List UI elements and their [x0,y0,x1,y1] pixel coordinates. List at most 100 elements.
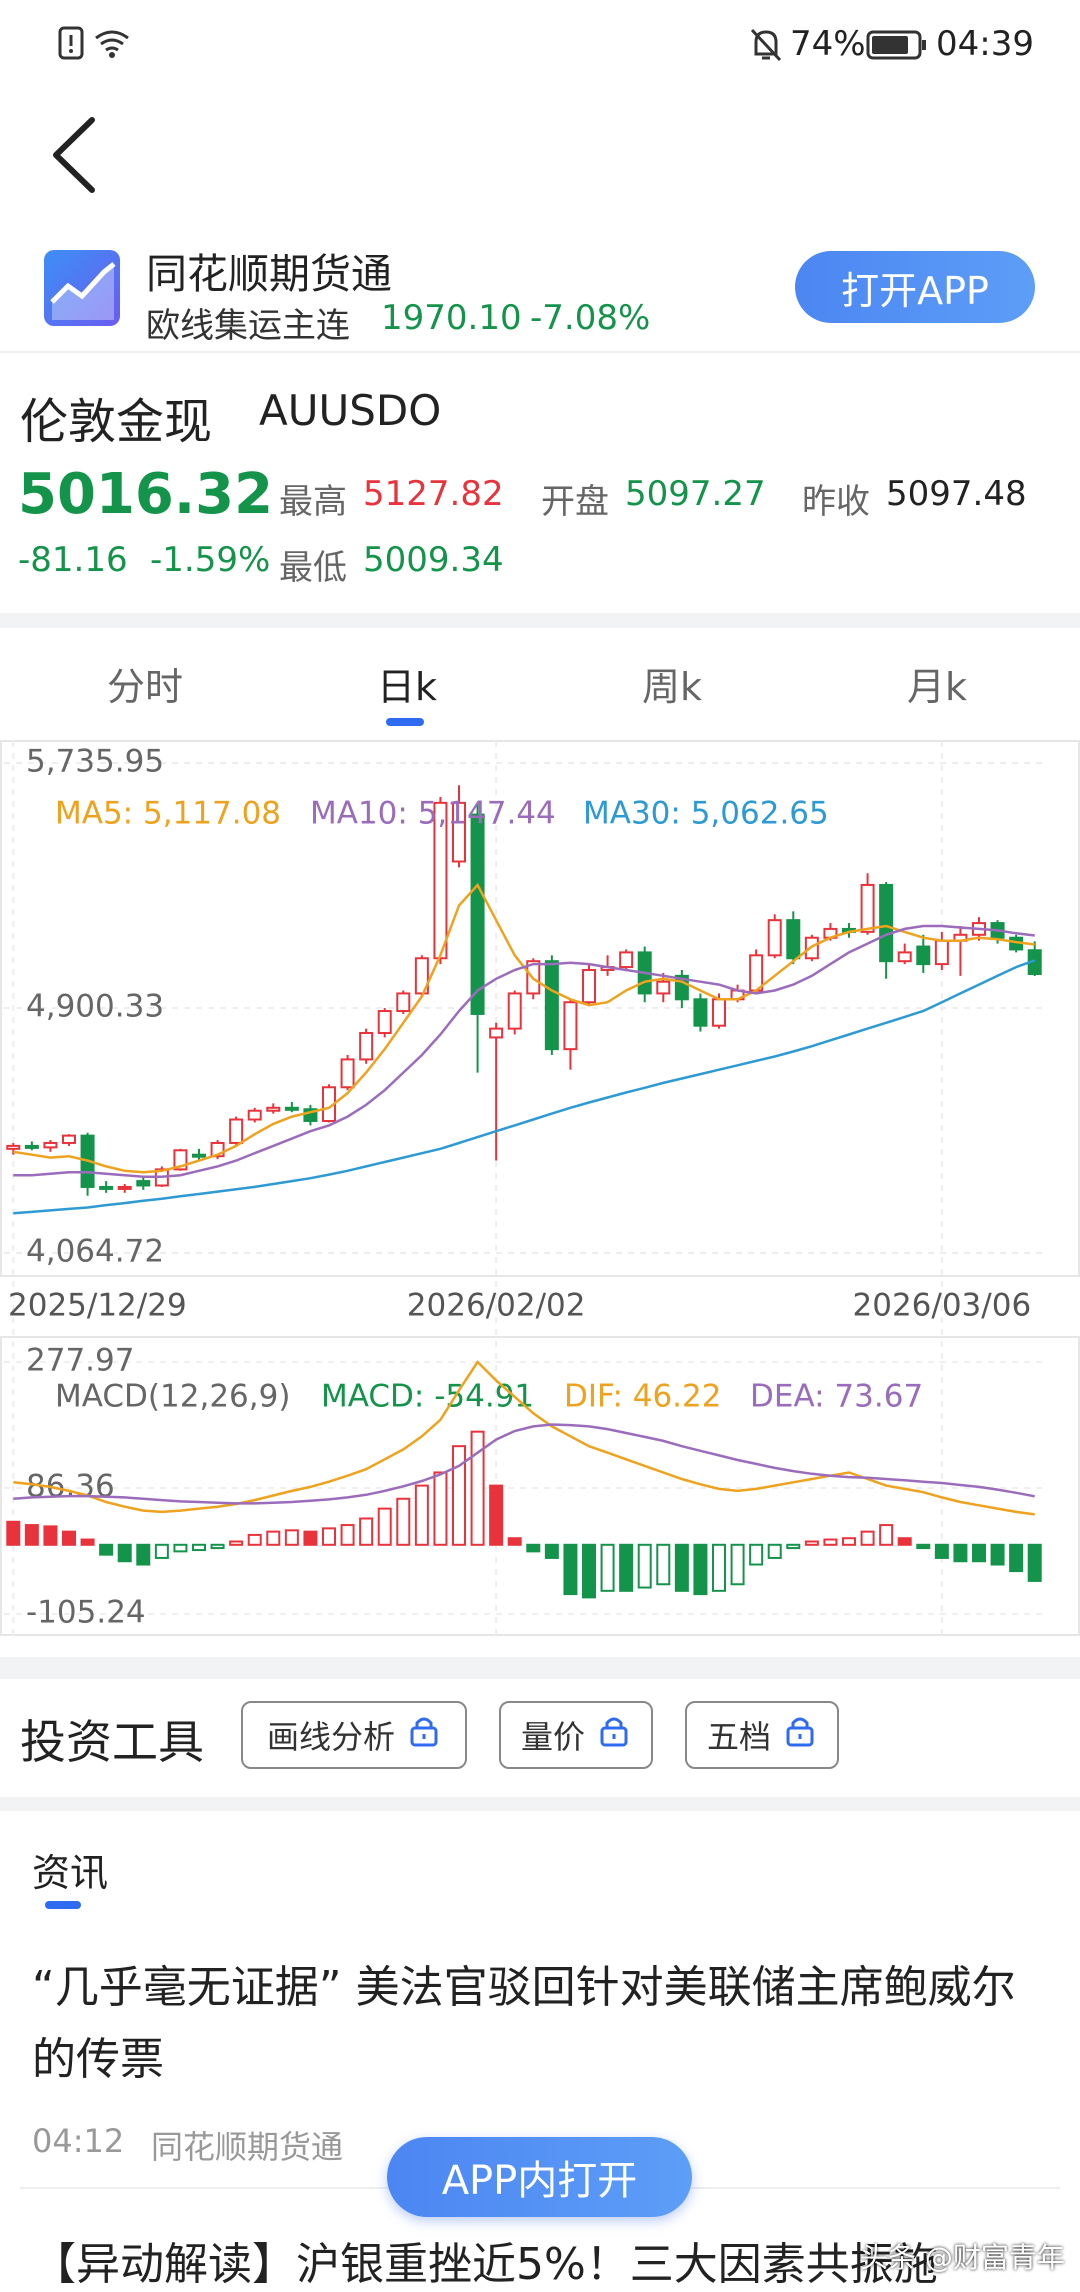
macd-bar [860,1530,875,1546]
candle-body [712,998,726,1027]
macd-bar [526,1543,541,1553]
candle-body [192,1153,206,1158]
news-tab-indicator [45,1901,81,1909]
tool-label: 画线分析 [266,1718,395,1756]
macd-bar [972,1543,986,1563]
tool-button[interactable]: 量价 [499,1701,653,1769]
tool-button[interactable]: 五档 [685,1701,839,1769]
macd-bar [712,1543,726,1592]
indicator-title: MACD(12,26,9) [55,1379,290,1415]
candle-body [377,1010,392,1035]
macd-bar [247,1533,262,1546]
candle-body [396,992,411,1013]
candle-body [24,1144,39,1149]
macd-bar [1009,1543,1024,1573]
instrument-name: 伦敦金现 [20,394,213,450]
legend-entry: MA30: 5,062.65 [583,796,829,832]
open-in-app-button[interactable]: APP内打开 [387,2137,692,2217]
macd-bar [693,1543,708,1596]
y-tick-label: -105.24 [26,1595,146,1631]
open-app-button[interactable]: 打开APP [795,251,1035,323]
macd-bar [990,1543,1005,1566]
candle-body [247,1109,262,1121]
watermark: 头条 @财富青年 [860,2241,1065,2274]
macd-bar [786,1543,801,1550]
tool-label: 五档 [706,1718,771,1756]
legend-entry: MA5: 5,117.08 [55,796,281,832]
macd-bar [192,1543,206,1552]
news-tab: 资讯 [32,1851,109,1895]
tab[interactable]: 分时 [106,665,183,709]
macd-bar [322,1527,336,1546]
line [13,924,1035,1178]
change: -81.16 [18,540,128,580]
macd-bar [24,1524,39,1546]
news-title[interactable]: “几乎毫无证据” 美法官驳回针对美联储主席鲍威尔的传票 [32,1962,1016,2085]
tab[interactable]: 日k [376,665,437,709]
prev-close-value: 5097.48 [886,474,1027,514]
candle-body [117,1185,132,1190]
candle-body [619,951,634,969]
legend-entry: DIF: 46.22 [564,1379,721,1415]
tab[interactable]: 周k [641,665,702,709]
contract-name: 欧线集运主连 [146,306,350,346]
macd-bar [396,1497,411,1546]
candle-body [749,954,764,992]
low-value: 5009.34 [363,540,504,580]
macd-bar [656,1543,671,1586]
macd-bar [43,1525,58,1546]
macd-bar [619,1543,634,1592]
macd-bar [359,1517,374,1546]
open-label: 开盘 [541,482,609,522]
kline-chart: 5,735.95 4,900.33 4,064.72 2025/12/29 2026/0… [0,740,1080,1636]
news-title[interactable]: 【异动解读】沪银重挫近5%！三大因素共振施 [32,2239,938,2290]
macd-bar [414,1484,429,1546]
macd-bar [433,1471,448,1546]
macd-bar [6,1520,21,1546]
lock-icon [783,1714,817,1756]
macd-bar [62,1530,76,1546]
tools-title: 投资工具 [20,1715,204,1769]
instrument-code: AUUSDO [259,386,442,435]
macd-bar [303,1530,318,1546]
candle-body [693,998,708,1027]
macd-bar [563,1543,578,1596]
y-tick-label: 4,064.72 [26,1234,164,1270]
macd-bar [80,1538,95,1546]
macd-bar [804,1540,819,1546]
battery-icon [866,30,926,60]
candle-body [582,968,596,1004]
line [13,959,1036,1215]
candle-body [414,957,429,995]
candle-body [767,919,782,957]
tab-indicator [386,718,424,726]
macd-bar [674,1543,689,1592]
x-tick-label: 2025/12/29 [8,1288,187,1324]
macd-bar [154,1543,169,1559]
candle-body [6,1144,21,1150]
macd-bar [749,1543,764,1566]
separator [0,613,1080,628]
macd-bar [842,1537,856,1546]
macd-bar [210,1543,225,1550]
contract-change: -7.08% [530,298,651,338]
candle-body [303,1108,318,1122]
candle-body [934,939,949,966]
macd-bar [916,1543,931,1550]
x-tick-label: 2026/03/06 [853,1288,1032,1324]
candle-body [786,919,801,960]
app-name: 同花顺期货通 [146,250,392,298]
candle-body [452,801,466,863]
macd-bar [1027,1543,1042,1582]
macd-bar [767,1543,782,1559]
tool-button[interactable]: 画线分析 [241,1701,467,1769]
macd-bar [266,1530,281,1546]
divider [0,351,1080,353]
tab[interactable]: 月k [906,665,967,709]
news-source: 同花顺期货通 [151,2128,344,2166]
back-button[interactable] [40,110,110,200]
macd-bar [637,1543,652,1589]
high-value: 5127.82 [363,474,504,514]
macd-bar [879,1524,894,1546]
